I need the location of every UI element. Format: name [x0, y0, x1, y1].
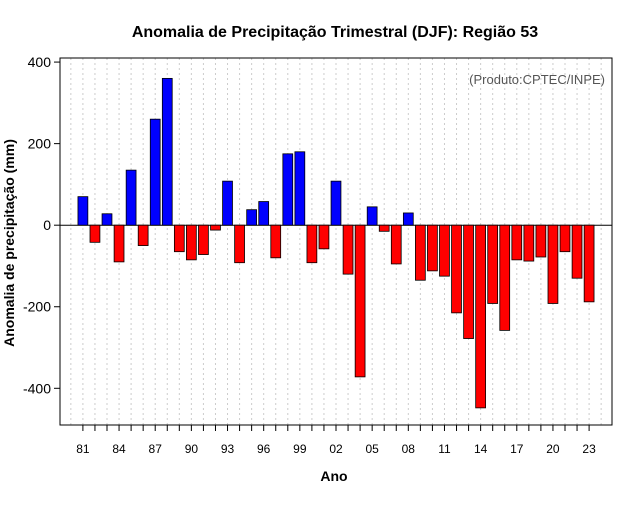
bar-2017 [511, 224, 523, 261]
bar-2008 [402, 212, 414, 226]
bar-1992 [210, 224, 221, 231]
bar-2019 [535, 224, 547, 258]
x-tick-label: 08 [402, 442, 416, 456]
bar-1989 [173, 224, 185, 253]
y-tick-label: -400 [23, 380, 51, 396]
bar-2001 [318, 224, 330, 250]
bar-2010 [427, 224, 438, 272]
bar-1987 [149, 118, 161, 226]
bar-1988 [161, 77, 173, 226]
bar-1983 [101, 213, 113, 226]
bar-1996 [258, 201, 270, 226]
bars [77, 77, 595, 409]
x-tick-label: 23 [582, 442, 596, 456]
bar-1986 [137, 224, 149, 246]
bar-2009 [415, 224, 426, 281]
bar-2022 [571, 224, 583, 279]
x-tick-label: 05 [365, 442, 379, 456]
x-tick-label: 20 [546, 442, 560, 456]
bar-1990 [186, 224, 197, 261]
bar-2016 [499, 224, 511, 331]
x-tick-label: 81 [76, 442, 90, 456]
x-axis: 81 84 87 90 93 96 99 02 05 08 11 14 17 20 23 [76, 425, 596, 456]
bar-2023 [583, 224, 595, 303]
bar-1997 [270, 224, 282, 259]
y-tick-label: -200 [23, 299, 51, 315]
x-tick-label: 90 [185, 442, 199, 456]
bar-2012 [451, 224, 462, 314]
bar-2000 [306, 224, 318, 264]
y-tick-label: 200 [28, 136, 52, 152]
y-axis-label: Anomalia de precipitação (mm) [1, 139, 17, 347]
bar-2013 [463, 224, 474, 339]
y-tick-label: 400 [28, 54, 52, 70]
x-axis-label: Ano [320, 468, 347, 484]
bar-2015 [487, 224, 499, 304]
x-tick-label: 87 [149, 442, 163, 456]
bar-1984 [113, 224, 125, 263]
bar-1995 [246, 209, 257, 226]
x-tick-label: 84 [112, 442, 126, 456]
bar-1985 [125, 169, 137, 226]
bar-2007 [390, 224, 402, 265]
x-tick-label: 93 [221, 442, 235, 456]
x-tick-label: 17 [510, 442, 524, 456]
bar-2004 [354, 224, 366, 378]
bar-2005 [366, 206, 378, 226]
bar-2020 [547, 224, 559, 304]
x-tick-label: 96 [257, 442, 271, 456]
bar-1982 [89, 224, 101, 243]
bar-1993 [222, 180, 233, 226]
x-tick-label: 02 [329, 442, 343, 456]
y-tick-label: 0 [43, 217, 51, 233]
x-tick-label: 99 [293, 442, 307, 456]
bar-2003 [342, 224, 354, 275]
chart-title: Anomalia de Precipitação Trimestral (DJF… [132, 24, 538, 41]
bar-1981 [77, 196, 89, 226]
bar-2002 [330, 180, 342, 226]
bar-1998 [282, 153, 294, 226]
x-tick-label: 14 [474, 442, 488, 456]
bar-1994 [234, 224, 245, 264]
x-tick-label: 11 [438, 442, 451, 456]
bar-1999 [294, 151, 306, 226]
y-axis: -400 -200 0 200 400 [23, 54, 60, 396]
grid [70, 58, 602, 425]
credit-text: (Produto:CPTEC/INPE) [469, 72, 605, 87]
bar-2011 [439, 224, 450, 277]
bar-1991 [198, 224, 209, 255]
bar-2021 [559, 224, 571, 253]
bar-2014 [475, 224, 486, 409]
bar-2006 [378, 224, 390, 232]
bar-2018 [523, 224, 535, 262]
